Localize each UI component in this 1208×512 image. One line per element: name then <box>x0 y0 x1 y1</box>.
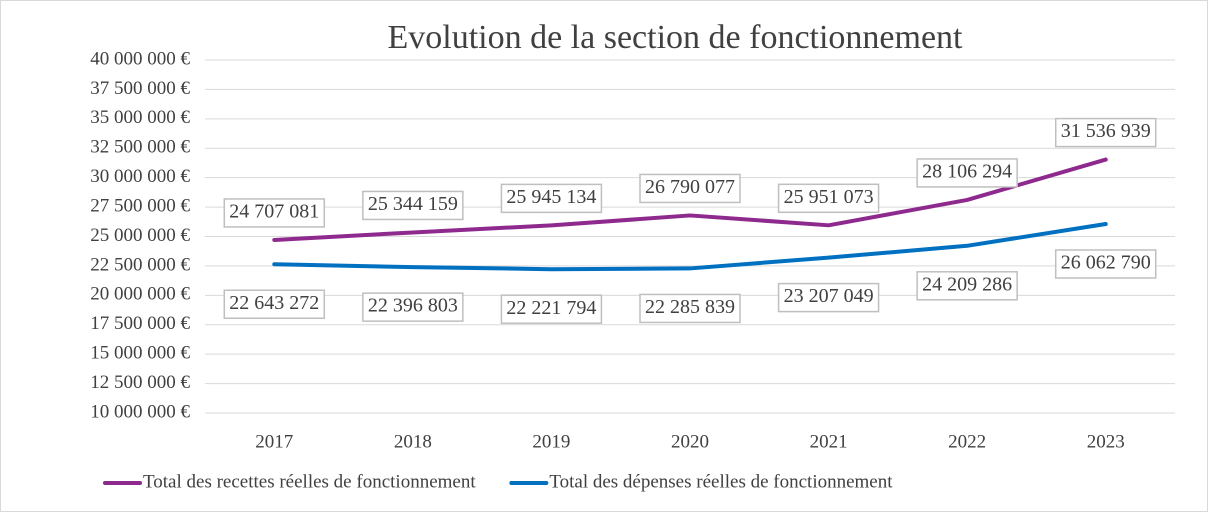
data-label-box <box>777 183 880 214</box>
x-tick-label: 2022 <box>948 431 986 452</box>
data-label: 22 285 839 <box>645 296 735 318</box>
x-tick-label: 2021 <box>810 431 848 452</box>
x-tick-label: 2018 <box>394 431 432 452</box>
y-tick-label: 40 000 000 € <box>90 48 190 69</box>
y-tick-label: 10 000 000 € <box>90 401 190 422</box>
data-label-box <box>639 293 741 324</box>
data-label-box <box>223 198 326 228</box>
data-label: 28 106 294 <box>922 161 1012 183</box>
data-label: 26 062 790 <box>1061 252 1151 274</box>
data-label-box <box>777 282 880 313</box>
legend-label: Total des recettes réelles de fonctionne… <box>143 471 476 492</box>
data-label-box <box>1054 249 1157 279</box>
series-line <box>272 157 1108 242</box>
data-label: 22 221 794 <box>506 297 596 319</box>
y-tick-label: 37 500 000 € <box>90 78 190 99</box>
y-tick-label: 20 000 000 € <box>90 284 190 305</box>
data-label-box <box>916 158 1018 188</box>
data-label: 25 951 073 <box>784 186 874 208</box>
data-label-box <box>1054 117 1157 148</box>
data-label: 23 207 049 <box>784 285 874 307</box>
chart-title: Evolution de la section de fonctionnemen… <box>387 19 963 56</box>
data-label-box <box>362 190 464 221</box>
x-tick-label: 2023 <box>1087 431 1125 452</box>
x-tick-label: 2020 <box>671 431 709 452</box>
y-tick-label: 32 500 000 € <box>90 137 190 158</box>
data-label-box <box>639 173 741 204</box>
y-tick-label: 35 000 000 € <box>90 107 190 128</box>
y-tick-label: 30 000 000 € <box>90 166 190 187</box>
y-tick-label: 15 000 000 € <box>90 343 190 364</box>
y-tick-label: 22 500 000 € <box>90 254 190 275</box>
y-tick-label: 12 500 000 € <box>90 372 190 393</box>
data-label-box <box>500 294 603 324</box>
data-label-box <box>362 292 464 322</box>
data-label: 22 396 803 <box>368 295 458 317</box>
legend-label: Total des dépenses réelles de fonctionne… <box>549 471 893 492</box>
data-label: 25 945 134 <box>506 186 596 208</box>
data-label-box <box>916 271 1018 301</box>
data-label: 31 536 939 <box>1061 120 1151 142</box>
data-label: 22 643 272 <box>229 292 319 314</box>
data-label-box <box>223 289 326 319</box>
data-label: 24 209 286 <box>922 273 1012 295</box>
data-label: 26 790 077 <box>645 176 735 198</box>
x-tick-label: 2019 <box>532 431 570 452</box>
x-tick-label: 2017 <box>255 431 293 452</box>
y-tick-label: 17 500 000 € <box>90 313 190 334</box>
series-line <box>272 221 1108 272</box>
y-tick-label: 25 000 000 € <box>90 225 190 246</box>
y-tick-label: 27 500 000 € <box>90 195 190 216</box>
data-label: 25 344 159 <box>368 193 458 215</box>
data-label-box <box>500 183 603 214</box>
data-label: 24 707 081 <box>229 201 319 223</box>
